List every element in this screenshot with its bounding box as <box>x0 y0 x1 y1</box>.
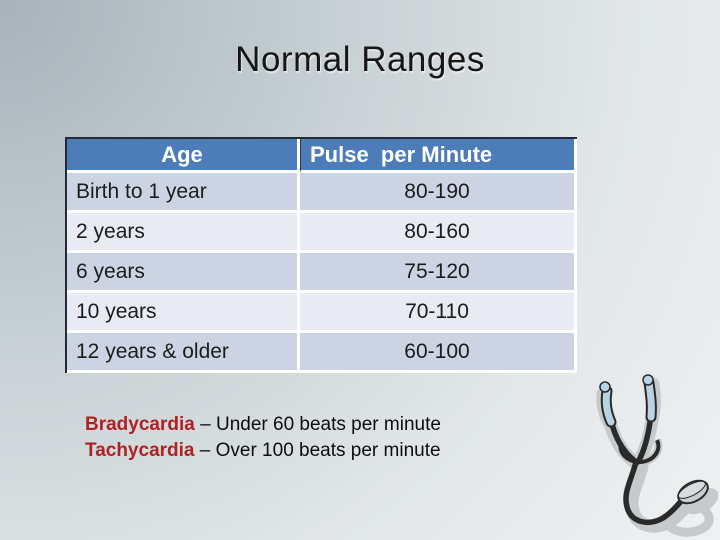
tachycardia-term: Tachycardia <box>85 439 195 461</box>
table-row: 10 years 70-110 <box>67 293 577 333</box>
bradycardia-definition: – Under 60 beats per minute <box>194 414 441 435</box>
bradycardia-term: Bradycardia <box>85 414 195 435</box>
pulse-cell: 80-190 <box>300 173 577 213</box>
table-row: 2 years 80-160 <box>67 213 577 253</box>
pulse-cell: 75-120 <box>300 253 577 293</box>
table-row: Birth to 1 year 80-190 <box>67 173 577 213</box>
tachycardia-line: Tachycardia – Over 100 beats per minute <box>85 438 441 464</box>
definitions-text: Bradycardia – Under 60 beats per minute … <box>85 412 441 463</box>
pulse-ranges-table: Age Pulse per Minute Birth to 1 year 80-… <box>65 137 577 373</box>
table-header-row: Age Pulse per Minute <box>67 139 577 173</box>
pulse-cell: 70-110 <box>300 293 577 333</box>
column-header-pulse: Pulse per Minute <box>300 139 577 173</box>
pulse-cell: 60-100 <box>300 333 577 373</box>
column-header-age: Age <box>67 139 300 173</box>
age-cell: Birth to 1 year <box>67 173 300 213</box>
table-row: 12 years & older 60-100 <box>67 333 577 373</box>
age-cell: 6 years <box>67 253 300 293</box>
tachycardia-definition: – Over 100 beats per minute <box>194 439 441 461</box>
table-row: 6 years 75-120 <box>67 253 577 293</box>
pulse-cell: 80-160 <box>300 213 577 253</box>
stethoscope-icon <box>596 374 718 537</box>
age-cell: 2 years <box>67 213 300 253</box>
age-cell: 10 years <box>67 293 300 333</box>
bradycardia-line: Bradycardia – Under 60 beats per minute <box>85 412 441 438</box>
page-title: Normal Ranges <box>235 40 485 79</box>
age-cell: 12 years & older <box>67 333 300 373</box>
